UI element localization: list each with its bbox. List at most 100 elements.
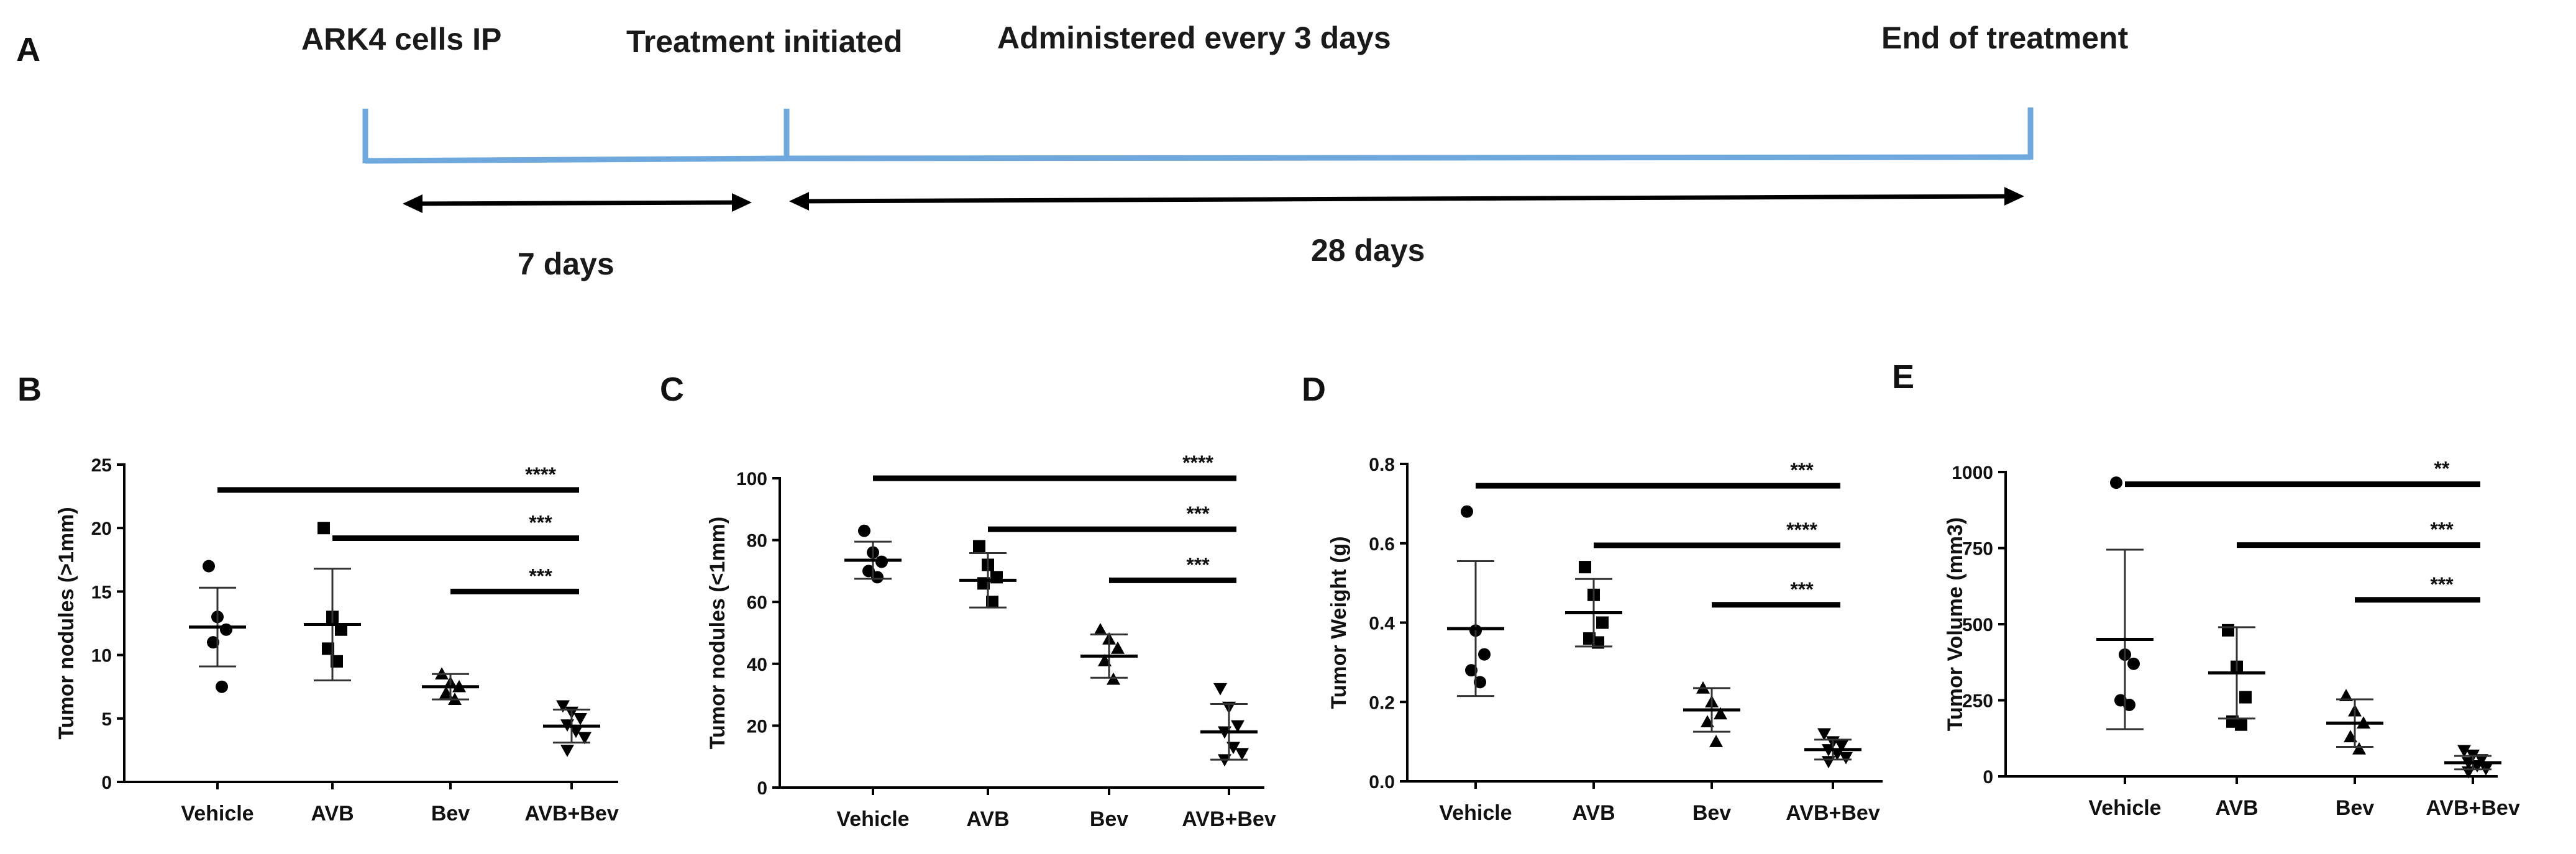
data-point-vehicle [1478, 648, 1491, 661]
arrow-28-days [789, 187, 2024, 211]
y-tick-label: 0 [101, 773, 112, 793]
data-point-avb [973, 540, 985, 553]
x-category-label-avb: AVB [2215, 796, 2258, 820]
data-point-avb [331, 655, 343, 668]
y-tick-label: 0.0 [1369, 772, 1395, 793]
significance-label: *** [529, 512, 552, 534]
x-category-label-vehicle: Vehicle [836, 807, 909, 831]
data-point-vehicle [216, 680, 228, 693]
significance-label: **** [1182, 452, 1213, 474]
data-point-vehicle [203, 560, 215, 573]
panel-a-timeline: A ARK4 cells IP Treatment initiated Admi… [16, 20, 2129, 281]
y-axis-title: Tumor nodules (>1mm) [55, 507, 78, 739]
y-tick-label: 0.8 [1369, 455, 1395, 475]
data-point-avb-bev [1231, 720, 1245, 733]
y-tick-label: 80 [747, 531, 767, 552]
x-category-label-bev: Bev [2336, 796, 2374, 820]
y-tick-label: 750 [1962, 539, 1993, 560]
panel-letter-b: B [17, 371, 42, 408]
data-point-avb [2239, 691, 2252, 704]
y-tick-label: 0.2 [1369, 693, 1395, 713]
panel-c-chart: C 0 20 40 60 80 100 Tumor nodules (<1mm) Vehicle… [660, 371, 1276, 831]
data-point-avb-bev [556, 700, 570, 713]
data-point-avb-bev [1839, 752, 1853, 765]
arrow-7-days [403, 193, 752, 213]
panel-b-chart: B 0 5 10 15 20 25 Tumor nodules (>1mm) Vehicle AV… [17, 371, 619, 825]
data-point-avb-bev [1835, 740, 1848, 753]
significance-label: **** [1786, 519, 1817, 541]
panel-letter-a: A [16, 31, 40, 68]
significance-label: *** [2430, 573, 2454, 596]
x-category-label-vehicle: Vehicle [1439, 801, 1512, 825]
significance-label: ** [2434, 458, 2450, 480]
arrowhead-right-icon [2004, 187, 2024, 206]
y-tick-label: 1000 [1952, 463, 1993, 483]
data-point-bev [1714, 707, 1727, 720]
data-point-avb [1579, 561, 1591, 574]
data-point-vehicle [858, 524, 870, 537]
label-ark4-ip: ARK4 cells IP [301, 22, 501, 57]
significance-label: *** [1790, 578, 1814, 601]
y-tick-label: 15 [91, 582, 112, 602]
duration-28-days: 28 days [1311, 233, 1425, 268]
arrowhead-left-icon [789, 192, 809, 211]
x-category-label-bev: Bev [431, 802, 470, 825]
data-point-avb-bev [578, 732, 591, 745]
arrowhead-left-icon [403, 194, 422, 213]
y-tick-label: 0 [757, 778, 767, 799]
data-point-vehicle [2127, 657, 2140, 670]
data-point-avb-bev [573, 713, 587, 725]
panel-letter-d: D [1302, 371, 1326, 408]
label-treatment-initiated: Treatment initiated [626, 24, 903, 59]
significance-label: *** [529, 565, 552, 587]
y-tick-label: 0.6 [1369, 534, 1395, 555]
data-point-vehicle [207, 636, 219, 649]
x-category-label-vehicle: Vehicle [181, 802, 253, 825]
data-point-avb-bev [1817, 728, 1831, 741]
data-point-vehicle [2123, 698, 2135, 711]
data-point-avb-bev [1213, 683, 1227, 696]
y-tick-label: 10 [91, 646, 112, 666]
data-point-vehicle [871, 571, 884, 584]
duration-7-days: 7 days [518, 247, 614, 281]
y-axis-title: Tumor Volume (mm3) [1943, 517, 1967, 731]
y-tick-label: 60 [747, 593, 767, 613]
x-category-label-avb-bev: AVB+Bev [2426, 796, 2520, 820]
y-tick-label: 5 [101, 709, 112, 730]
x-category-label-bev: Bev [1090, 807, 1128, 831]
y-axis-title: Tumor nodules (<1mm) [706, 517, 729, 749]
data-point-vehicle [2110, 476, 2122, 489]
y-tick-label: 40 [747, 655, 767, 675]
data-point-vehicle [1461, 505, 1473, 518]
data-point-avb-bev [2457, 745, 2471, 758]
x-category-label-avb-bev: AVB+Bev [1786, 801, 1880, 825]
significance-label: *** [2430, 519, 2454, 541]
significance-label: *** [1790, 459, 1814, 481]
x-category-label-vehicle: Vehicle [2088, 796, 2161, 820]
data-point-vehicle [220, 623, 232, 636]
arrowhead-right-icon [732, 193, 752, 212]
y-tick-label: 100 [736, 469, 767, 489]
data-point-bev [1111, 641, 1125, 654]
data-point-vehicle [1465, 664, 1478, 677]
data-point-vehicle [862, 565, 875, 578]
y-tick-label: 20 [747, 716, 767, 737]
panel-letter-c: C [660, 371, 684, 408]
data-point-vehicle [1474, 676, 1486, 689]
y-tick-label: 250 [1962, 691, 1993, 712]
data-point-bev [2352, 742, 2366, 755]
x-category-label-avb: AVB [311, 802, 354, 825]
y-tick-label: 25 [91, 455, 112, 476]
y-axis-title: Tumor Weight (g) [1327, 536, 1351, 709]
y-tick-label: 0.4 [1369, 614, 1395, 634]
y-tick-label: 0 [1983, 767, 1993, 788]
significance-label: **** [525, 463, 556, 486]
panel-e-chart: E 0 250 500 750 1000 Tumor Volume (mm3) Vehicle… [1892, 358, 2520, 820]
data-point-avb [2235, 718, 2247, 731]
x-category-label-bev: Bev [1692, 801, 1731, 825]
label-end-of-treatment: End of treatment [1881, 20, 2129, 55]
x-category-label-avb: AVB [966, 807, 1009, 831]
label-administered-every-3-days: Administered every 3 days [997, 20, 1391, 55]
timeline-bar [362, 107, 2034, 164]
